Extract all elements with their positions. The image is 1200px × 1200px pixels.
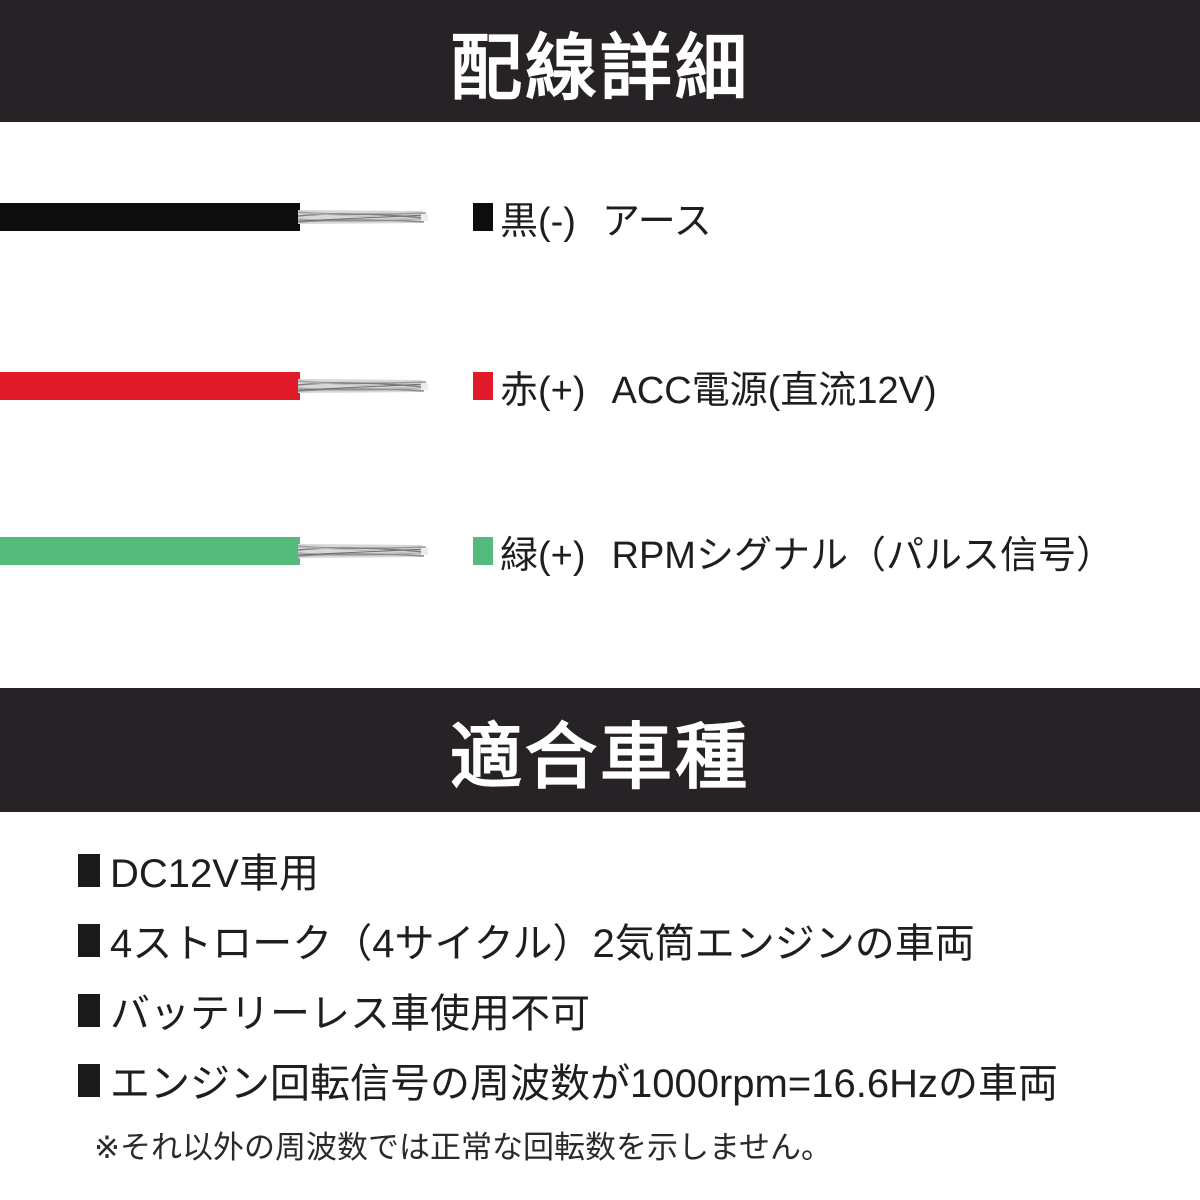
red-wire-label: 赤(+) ACC電源(直流12V) [473,364,937,412]
bullet-square-icon [78,923,100,957]
bare-wire-strands-icon [298,541,428,561]
black-square-icon [473,203,493,231]
bare-wire-strands-icon [298,207,428,227]
green-square-icon [473,537,493,565]
red-wire-insulation [0,372,300,400]
compat-item-frequency: エンジン回転信号の周波数が1000rpm=16.6Hzの車両 [78,1058,1058,1106]
bullet-square-icon [78,1063,100,1097]
compatible-vehicles-title: 適合車種 [449,717,750,798]
green-wire-label: 緑(+) RPMシグナル（パルス信号） [473,529,1114,577]
frequency-note: ※それ以外の周波数では正常な回転数を示しません。 [94,1130,833,1165]
green-wire-function: RPMシグナル（パルス信号） [611,534,1114,577]
red-wire-name: 赤(+) [500,369,586,412]
red-square-icon [473,372,493,400]
compatible-vehicles-banner: 適合車種 [0,688,1200,812]
compat-item-text: 4ストローク（4サイクル）2気筒エンジンの車両 [110,922,975,966]
compat-item-dc12v: DC12V車用 [78,848,319,896]
black-wire-label: 黒(-) アース [473,195,712,243]
black-wire-function: アース [601,200,712,243]
bullet-square-icon [78,993,100,1027]
green-wire-insulation [0,537,300,565]
bare-wire-strands-icon [298,376,428,396]
compat-item-text: DC12V車用 [110,852,319,896]
green-wire-name: 緑(+) [500,534,586,577]
black-wire-name: 黒(-) [500,200,576,243]
bullet-square-icon [78,853,100,887]
compat-item-text: バッテリーレス車使用不可 [110,992,590,1036]
wiring-details-title: 配線詳細 [449,28,750,109]
wiring-details-banner: 配線詳細 [0,0,1200,122]
compat-item-text: エンジン回転信号の周波数が1000rpm=16.6Hzの車両 [110,1062,1058,1106]
red-wire-function: ACC電源(直流12V) [611,369,937,412]
black-wire-insulation [0,203,300,231]
compat-item-batteryless: バッテリーレス車使用不可 [78,988,590,1036]
compat-item-4stroke: 4ストローク（4サイクル）2気筒エンジンの車両 [78,918,975,966]
